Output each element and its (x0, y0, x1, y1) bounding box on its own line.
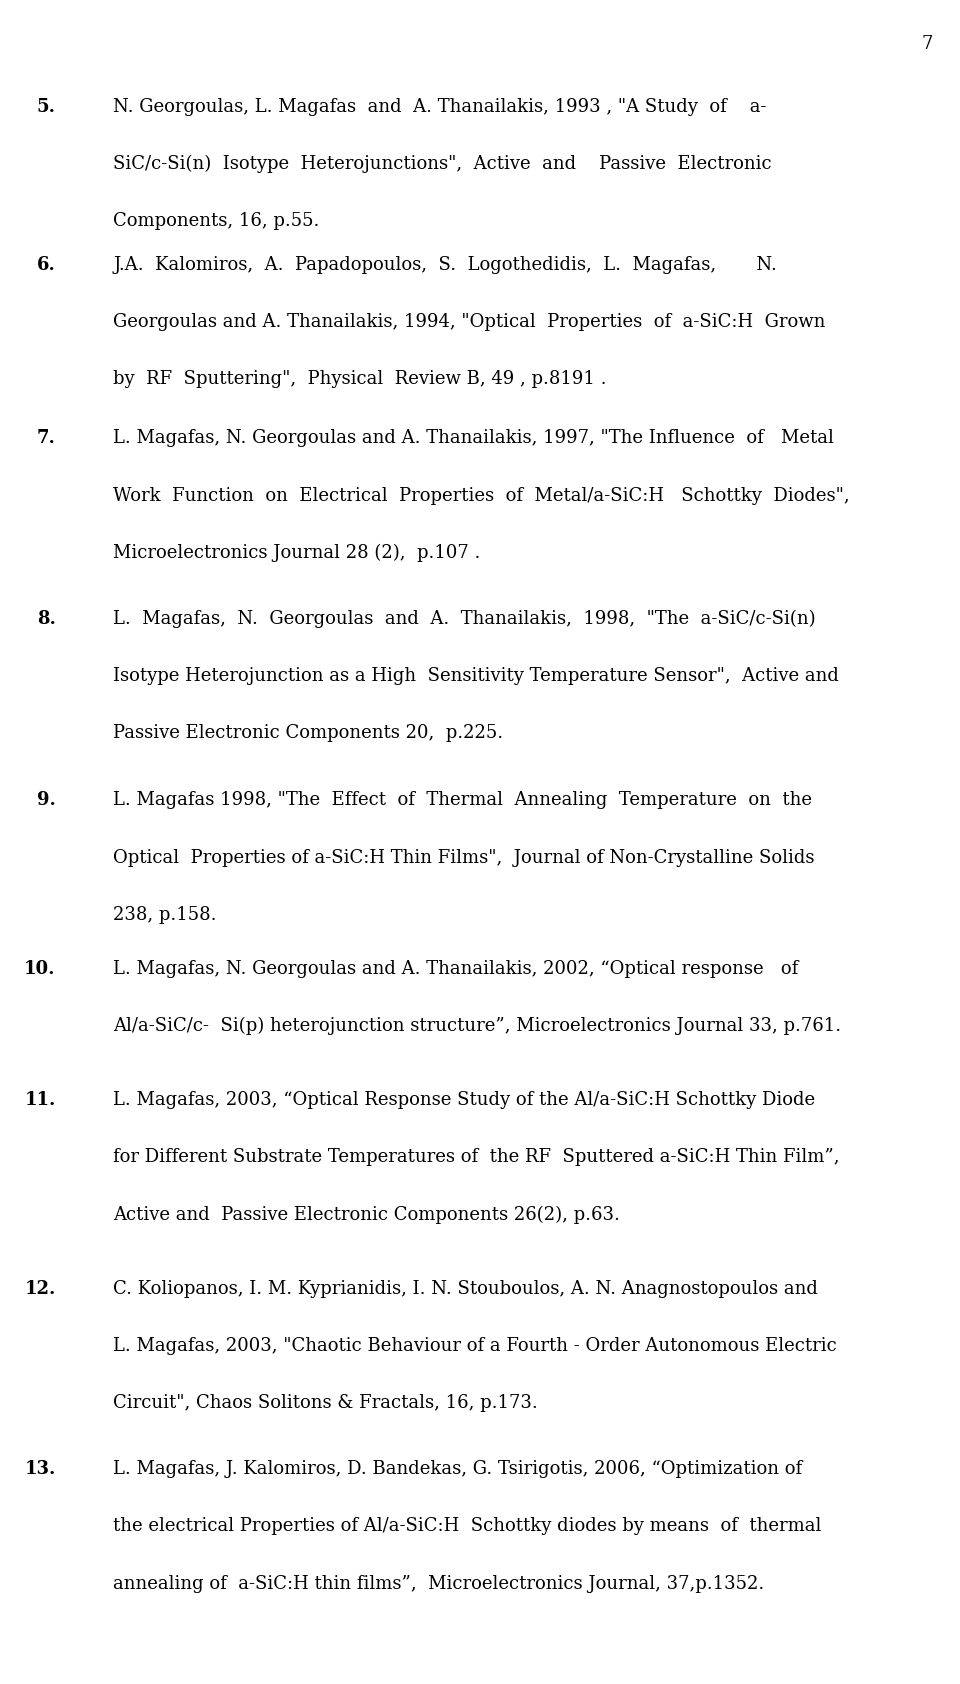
Text: 5.: 5. (36, 98, 56, 116)
Text: L. Magafas 1998, "The  Effect  of  Thermal  Annealing  Temperature  on  the: L. Magafas 1998, "The Effect of Thermal … (113, 791, 812, 810)
Text: the electrical Properties of Al/a-SiC:H  Schottky diodes by means  of  thermal: the electrical Properties of Al/a-SiC:H … (113, 1517, 822, 1536)
Text: 13.: 13. (24, 1460, 56, 1479)
Text: Microelectronics Journal 28 (2),  p.107 .: Microelectronics Journal 28 (2), p.107 . (113, 544, 481, 562)
Text: L. Magafas, N. Georgoulas and A. Thanailakis, 2002, “Optical response   of: L. Magafas, N. Georgoulas and A. Thanail… (113, 960, 799, 978)
Text: SiC/c-Si(n)  Isotype  Heterojunctions",  Active  and    Passive  Electronic: SiC/c-Si(n) Isotype Heterojunctions", Ac… (113, 155, 772, 173)
Text: Work  Function  on  Electrical  Properties  of  Metal/a-SiC:H   Schottky  Diodes: Work Function on Electrical Properties o… (113, 487, 850, 505)
Text: Circuit", Chaos Solitons & Fractals, 16, p.173.: Circuit", Chaos Solitons & Fractals, 16,… (113, 1394, 538, 1413)
Text: L. Magafas, N. Georgoulas and A. Thanailakis, 1997, "The Influence  of   Metal: L. Magafas, N. Georgoulas and A. Thanail… (113, 429, 834, 448)
Text: by  RF  Sputtering",  Physical  Review B, 49 , p.8191 .: by RF Sputtering", Physical Review B, 49… (113, 370, 607, 389)
Text: 8.: 8. (36, 610, 56, 628)
Text: L. Magafas, 2003, "Chaotic Behaviour of a Fourth - Order Autonomous Electric: L. Magafas, 2003, "Chaotic Behaviour of … (113, 1337, 837, 1356)
Text: 12.: 12. (24, 1280, 56, 1298)
Text: Passive Electronic Components 20,  p.225.: Passive Electronic Components 20, p.225. (113, 724, 503, 743)
Text: 9.: 9. (36, 791, 56, 810)
Text: annealing of  a-SiC:H thin films”,  Microelectronics Journal, 37,p.1352.: annealing of a-SiC:H thin films”, Microe… (113, 1575, 764, 1593)
Text: C. Koliopanos, I. M. Kyprianidis, I. N. Stouboulos, A. N. Anagnostopoulos and: C. Koliopanos, I. M. Kyprianidis, I. N. … (113, 1280, 818, 1298)
Text: Optical  Properties of a-SiC:H Thin Films",  Journal of Non-Crystalline Solids: Optical Properties of a-SiC:H Thin Films… (113, 849, 815, 867)
Text: L. Magafas, J. Kalomiros, D. Bandekas, G. Tsirigotis, 2006, “Optimization of: L. Magafas, J. Kalomiros, D. Bandekas, G… (113, 1460, 803, 1479)
Text: 11.: 11. (24, 1091, 56, 1110)
Text: 7: 7 (922, 35, 933, 54)
Text: 7.: 7. (36, 429, 56, 448)
Text: L.  Magafas,  N.  Georgoulas  and  A.  Thanailakis,  1998,  "The  a-SiC/c-Si(n): L. Magafas, N. Georgoulas and A. Thanail… (113, 610, 816, 628)
Text: 238, p.158.: 238, p.158. (113, 906, 217, 925)
Text: 6.: 6. (36, 256, 56, 274)
Text: N. Georgoulas, L. Magafas  and  A. Thanailakis, 1993 , "A Study  of    a-: N. Georgoulas, L. Magafas and A. Thanail… (113, 98, 767, 116)
Text: 10.: 10. (24, 960, 56, 978)
Text: Georgoulas and A. Thanailakis, 1994, "Optical  Properties  of  a-SiC:H  Grown: Georgoulas and A. Thanailakis, 1994, "Op… (113, 313, 826, 332)
Text: Components, 16, p.55.: Components, 16, p.55. (113, 212, 320, 231)
Text: Al/a-SiC/c-  Si(p) heterojunction structure”, Microelectronics Journal 33, p.761: Al/a-SiC/c- Si(p) heterojunction structu… (113, 1017, 841, 1036)
Text: for Different Substrate Temperatures of  the RF  Sputtered a-SiC:H Thin Film”,: for Different Substrate Temperatures of … (113, 1148, 840, 1167)
Text: Active and  Passive Electronic Components 26(2), p.63.: Active and Passive Electronic Components… (113, 1206, 620, 1224)
Text: Isotype Heterojunction as a High  Sensitivity Temperature Sensor",  Active and: Isotype Heterojunction as a High Sensiti… (113, 667, 839, 685)
Text: L. Magafas, 2003, “Optical Response Study of the Al/a-SiC:H Schottky Diode: L. Magafas, 2003, “Optical Response Stud… (113, 1091, 815, 1110)
Text: J.A.  Kalomiros,  A.  Papadopoulos,  S.  Logothedidis,  L.  Magafas,       N.: J.A. Kalomiros, A. Papadopoulos, S. Logo… (113, 256, 778, 274)
